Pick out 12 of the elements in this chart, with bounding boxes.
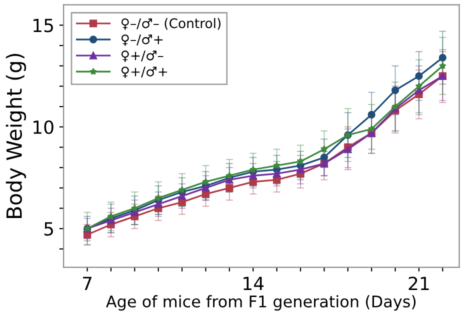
x-axis-title: Age of mice from F1 generation (Days) xyxy=(106,295,416,311)
y-tick-label: 5 xyxy=(44,222,53,236)
legend-label: ♀–/♂– (Control) xyxy=(121,18,220,30)
legend-label: ♀–/♂+ xyxy=(121,34,163,46)
x-tick-label: 21 xyxy=(408,276,429,290)
x-tick-label: 7 xyxy=(83,276,92,290)
y-tick-label: 15 xyxy=(34,18,53,32)
legend-label: ♀+/♂+ xyxy=(121,66,167,78)
x-tick-label: 14 xyxy=(244,276,264,290)
y-tick-label: 10 xyxy=(34,120,54,134)
y-axis-title: Body Weight (g) xyxy=(6,54,26,218)
legend-label: ♀+/♂– xyxy=(121,50,164,62)
